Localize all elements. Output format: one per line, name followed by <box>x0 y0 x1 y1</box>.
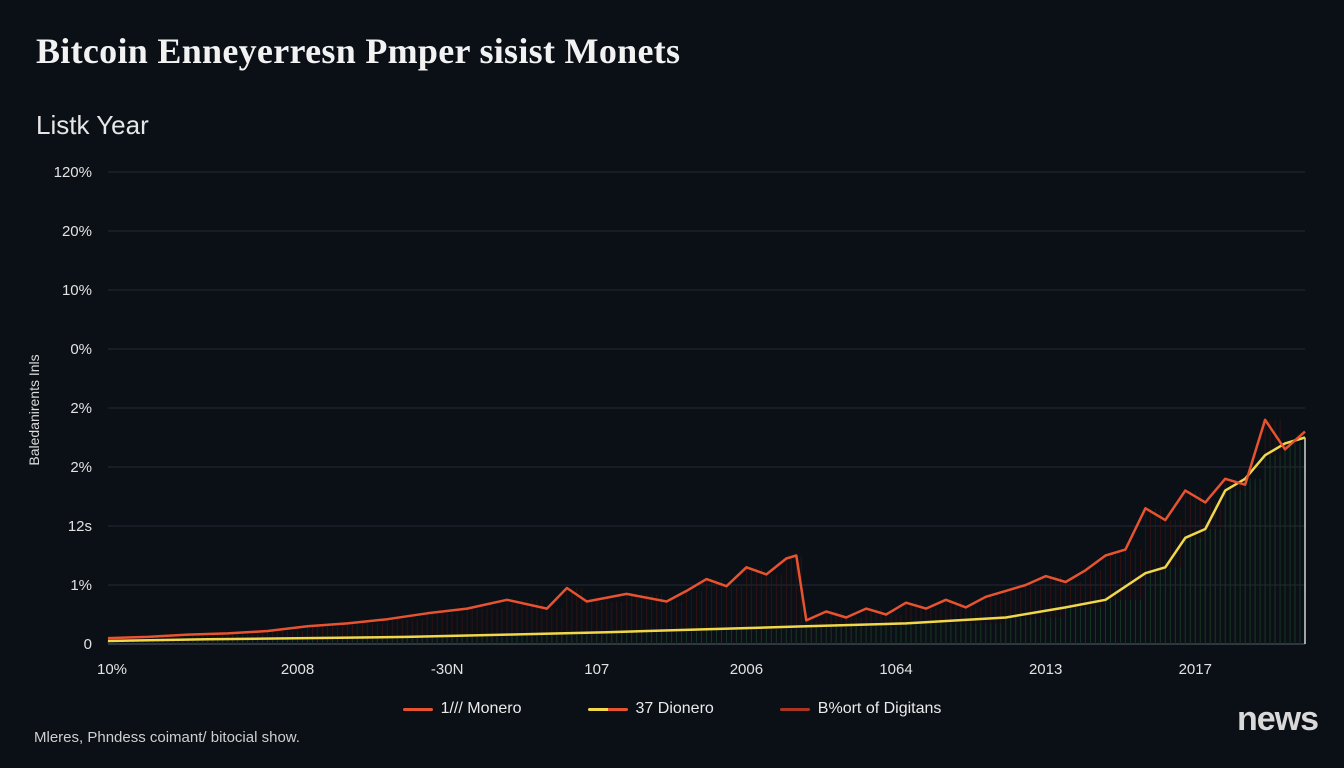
chart-legend: 1/// Monero 37 Dionero B%ort of Digitans <box>0 700 1344 718</box>
legend-swatch-dionero <box>587 707 628 711</box>
y-tick-label: 2% <box>70 400 92 417</box>
legend-item-monero: 1/// Monero <box>402 700 522 718</box>
series-line-monero <box>107 418 1306 640</box>
legend-swatch-digitans <box>779 707 810 711</box>
x-tick-label: 2013 <box>1029 661 1062 678</box>
chart-title: Bitcoin Enneyerresn Pmper sisist Monets <box>36 31 681 71</box>
y-tick-label: 0 <box>84 636 92 653</box>
legend-label-digitans: B%ort of Digitans <box>817 700 942 717</box>
x-tick-label: 10% <box>97 661 127 678</box>
legend-swatch-monero <box>402 707 433 711</box>
x-tick-label: 107 <box>584 661 609 678</box>
chart-subtitle: Listk Year <box>36 110 149 140</box>
y-tick-label: 20% <box>62 223 92 240</box>
legend-item-dionero: 37 Dionero <box>587 700 714 718</box>
y-tick-label: 1% <box>70 577 92 594</box>
y-tick-label: 120% <box>54 164 92 181</box>
legend-item-digitans: B%ort of Digitans <box>779 700 942 718</box>
x-tick-label: -30N <box>431 661 464 678</box>
y-tick-label: 10% <box>62 282 92 299</box>
legend-label-dionero: 37 Dionero <box>635 700 714 717</box>
x-tick-label: 1064 <box>879 661 912 678</box>
x-tick-label: 2006 <box>730 661 763 678</box>
x-tick-label: 2008 <box>281 661 314 678</box>
news-logo: news <box>1236 700 1319 738</box>
legend-label-monero: 1/// Monero <box>440 700 522 717</box>
y-tick-label: 12s <box>68 518 92 535</box>
source-note: Mleres, Phndess coimant/ bitocial show. <box>34 729 300 746</box>
y-tick-label: 0% <box>70 341 92 358</box>
x-tick-label: 2017 <box>1179 661 1212 678</box>
y-tick-label: 2% <box>70 459 92 476</box>
